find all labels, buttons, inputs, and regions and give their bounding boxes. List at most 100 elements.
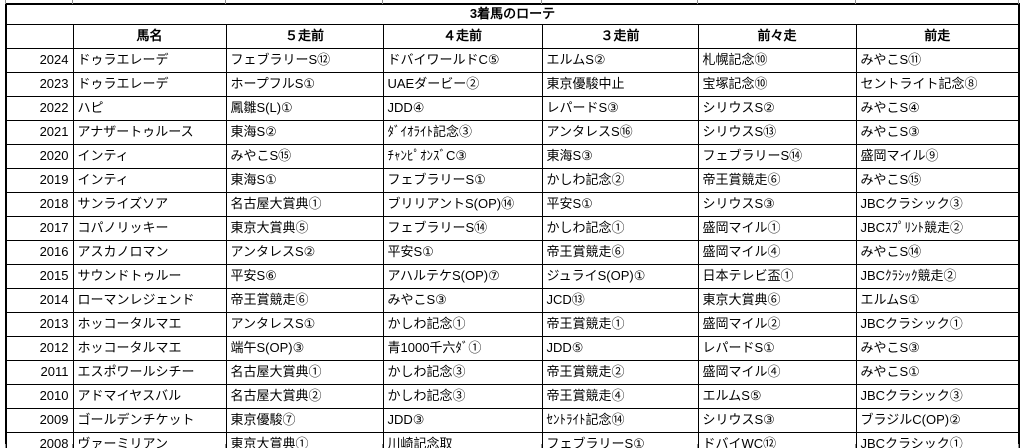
race-result-cell: 東京大賞典⑥	[697, 288, 857, 313]
race-result-cell: 東京優駿中止	[541, 72, 699, 97]
race-result-cell: アンタレスS⑯	[541, 120, 699, 145]
race-result-cell: みやこS③	[382, 288, 543, 313]
table-row: 2018 サンライズソア 名古屋大賞典① ブリリアントS(OP)⑭ 平安S① シリウスS③…	[5, 192, 1020, 217]
race-result-cell: シリウスS③	[697, 408, 857, 433]
race-result-cell: セントライト記念⑧	[855, 72, 1020, 97]
year-cell: 2023	[5, 72, 74, 97]
header-3-runs-back: ３走前	[541, 24, 699, 49]
gridline-tick	[1018, 444, 1019, 448]
horse-name-cell: サンライズソア	[72, 192, 227, 217]
race-result-cell: エルムS②	[541, 48, 699, 73]
gridline-tick	[541, 0, 542, 4]
race-result-cell: ﾀﾞｲｵﾗｲﾄ記念③	[382, 120, 543, 145]
year-cell: 2022	[5, 96, 74, 121]
header-horse-name: 馬名	[72, 24, 227, 49]
race-result-cell: アンタレスS①	[225, 312, 384, 337]
table-title: 3着馬のローテ	[5, 3, 1020, 25]
gridline-tick	[225, 444, 226, 448]
race-result-cell: ﾁｬﾝﾋﾟｵﾝｽﾞC③	[382, 144, 543, 169]
horse-name-cell: アドマイヤスバル	[72, 384, 227, 409]
rotation-table: 3着馬のローテ 馬名 ５走前 ４走前 ３走前 前々走 前走 2024 ドゥラエレー…	[5, 3, 1021, 448]
race-result-cell: 東海S②	[225, 120, 384, 145]
race-result-cell: ドバイWC⑫	[697, 432, 857, 448]
race-result-cell: 名古屋大賞典②	[225, 384, 384, 409]
gridline-tick	[697, 0, 698, 4]
table-row: 2012 ホッコータルマエ 端午S(OP)③ 青1000千六ﾀﾞ① JDD⑤ レパードS①…	[5, 336, 1020, 361]
gridline-tick	[72, 444, 73, 448]
year-cell: 2013	[5, 312, 74, 337]
race-result-cell: 川崎記念取	[382, 432, 543, 448]
race-result-cell: 名古屋大賞典①	[225, 360, 384, 385]
table-row: 2019 インティ 東海S① フェブラリーS① かしわ記念② 帝王賞競走⑥ みやこS⑮	[5, 168, 1020, 193]
race-result-cell: みやこS⑮	[225, 144, 384, 169]
table-row: 2024 ドゥラエレーデ フェブラリーS⑫ ドバイワールドC⑤ エルムS② 札幌記念⑩ みや…	[5, 48, 1020, 73]
year-cell: 2018	[5, 192, 74, 217]
horse-name-cell: アナザートゥルース	[72, 120, 227, 145]
race-result-cell: 札幌記念⑩	[697, 48, 857, 73]
race-result-cell: かしわ記念③	[382, 384, 543, 409]
year-cell: 2016	[5, 240, 74, 265]
horse-name-cell: ドゥラエレーデ	[72, 48, 227, 73]
race-result-cell: 平安S⑥	[225, 264, 384, 289]
race-result-cell: レパードS①	[697, 336, 857, 361]
horse-name-cell: サウンドトゥルー	[72, 264, 227, 289]
race-result-cell: 鳳雛S(L)①	[225, 96, 384, 121]
race-result-cell: 日本テレビ盃①	[697, 264, 857, 289]
horse-name-cell: コパノリッキー	[72, 216, 227, 241]
horse-name-cell: インティ	[72, 168, 227, 193]
race-result-cell: シリウスS⑬	[697, 120, 857, 145]
race-result-cell: フェブラリーS①	[541, 432, 699, 448]
race-result-cell: かしわ記念①	[382, 312, 543, 337]
year-cell: 2020	[5, 144, 74, 169]
race-result-cell: 宝塚記念⑩	[697, 72, 857, 97]
race-result-cell: シリウスS②	[697, 96, 857, 121]
race-result-cell: ドバイワールドC⑤	[382, 48, 543, 73]
gridline-tick	[5, 0, 6, 4]
gridline-tick	[225, 0, 226, 4]
race-result-cell: みやこS⑭	[855, 240, 1020, 265]
table-row: 2023 ドゥラエレーデ ホープフルS① UAEダービー② 東京優駿中止 宝塚記念⑩ セント…	[5, 72, 1020, 97]
race-result-cell: JDD③	[382, 408, 543, 433]
race-result-cell: JDD④	[382, 96, 543, 121]
horse-name-cell: ローマンレジェンド	[72, 288, 227, 313]
horse-name-cell: アスカノロマン	[72, 240, 227, 265]
race-result-cell: ｾﾝﾄﾗｲﾄ記念⑭	[541, 408, 699, 433]
table-row: 2010 アドマイヤスバル 名古屋大賞典② かしわ記念③ 帝王賞競走④ エルムS⑤ JBCク…	[5, 384, 1020, 409]
race-result-cell: かしわ記念③	[382, 360, 543, 385]
table-row: 2014 ローマンレジェンド 帝王賞競走⑥ みやこS③ JCD⑬ 東京大賞典⑥ エルムS①	[5, 288, 1020, 313]
horse-name-cell: インティ	[72, 144, 227, 169]
race-result-cell: JBCクラシック①	[855, 312, 1020, 337]
race-result-cell: ホープフルS①	[225, 72, 384, 97]
race-result-cell: 東海S③	[541, 144, 699, 169]
year-cell: 2012	[5, 336, 74, 361]
race-result-cell: 盛岡マイル④	[697, 240, 857, 265]
race-result-cell: フェブラリーS①	[382, 168, 543, 193]
race-result-cell: 端午S(OP)③	[225, 336, 384, 361]
table-row: 2011 エスポワールシチー 名古屋大賞典① かしわ記念③ 帝王賞競走② 盛岡マイル④ みや…	[5, 360, 1020, 385]
race-result-cell: 帝王賞競走⑥	[697, 168, 857, 193]
horse-name-cell: ドゥラエレーデ	[72, 72, 227, 97]
year-cell: 2024	[5, 48, 74, 73]
race-result-cell: JBCｸﾗｼｯｸ競走②	[855, 264, 1020, 289]
table-row: 2009 ゴールデンチケット 東京優駿⑦ JDD③ ｾﾝﾄﾗｲﾄ記念⑭ シリウスS③ ブラジ…	[5, 408, 1020, 433]
table-row: 2020 インティ みやこS⑮ ﾁｬﾝﾋﾟｵﾝｽﾞC③ 東海S③ フェブラリーS⑭ 盛岡マイ…	[5, 144, 1020, 169]
race-result-cell: みやこS①	[855, 360, 1020, 385]
horse-name-cell: エスポワールシチー	[72, 360, 227, 385]
table-row: 2015 サウンドトゥルー 平安S⑥ アハルテケS(OP)⑦ ジュライS(OP)① 日本テ…	[5, 264, 1020, 289]
race-result-cell: みやこS⑪	[855, 48, 1020, 73]
year-cell: 2011	[5, 360, 74, 385]
race-result-cell: エルムS⑤	[697, 384, 857, 409]
race-result-cell: 平安S①	[541, 192, 699, 217]
race-result-cell: フェブラリーS⑫	[225, 48, 384, 73]
race-result-cell: 帝王賞競走⑥	[541, 240, 699, 265]
race-result-cell: 帝王賞競走④	[541, 384, 699, 409]
race-result-cell: アンタレスS②	[225, 240, 384, 265]
race-result-cell: 盛岡マイル①	[697, 216, 857, 241]
race-result-cell: ジュライS(OP)①	[541, 264, 699, 289]
gridline-tick	[72, 0, 73, 4]
gridline-tick	[697, 444, 698, 448]
year-cell: 2009	[5, 408, 74, 433]
race-result-cell: JDD⑤	[541, 336, 699, 361]
year-cell: 2015	[5, 264, 74, 289]
gridline-tick	[1018, 0, 1019, 4]
